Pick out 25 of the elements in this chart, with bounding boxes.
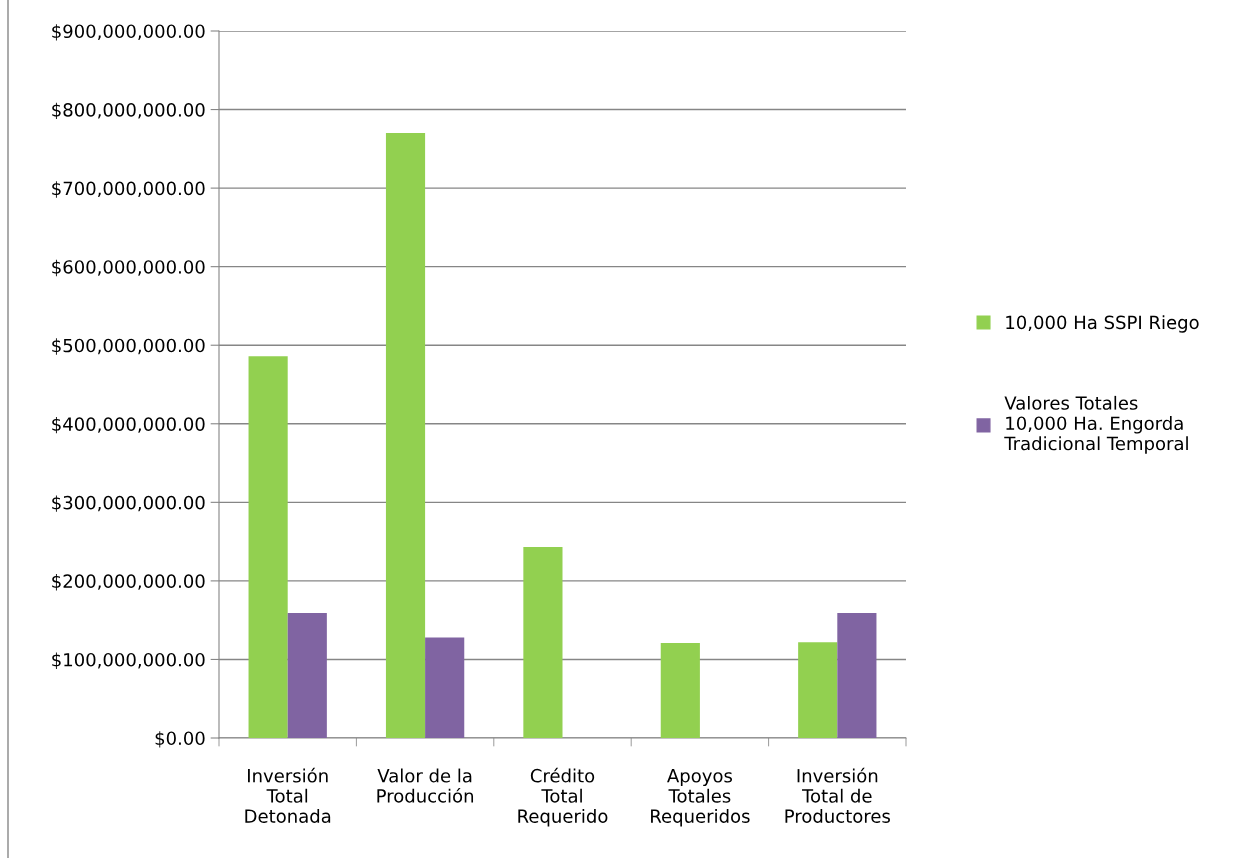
y-tick-label: $200,000,000.00 xyxy=(52,574,205,591)
bar xyxy=(248,356,288,738)
y-tick-label: $500,000,000.00 xyxy=(52,338,205,355)
bar xyxy=(837,613,877,738)
y-tick-label: $0.00 xyxy=(155,731,205,748)
x-tick-label: Inversión Total de Productores xyxy=(785,767,890,823)
bar xyxy=(425,637,465,738)
y-tick-label: $300,000,000.00 xyxy=(52,495,205,512)
x-tick-label: Apoyos Totales Requeridos xyxy=(651,769,750,827)
bar xyxy=(385,133,426,738)
y-tick-label: $600,000,000.00 xyxy=(52,259,205,277)
bar xyxy=(798,642,838,738)
legend-label: 10,000 Ha SSPI Riego xyxy=(1006,315,1199,333)
y-tick-label: $800,000,000.00 xyxy=(52,102,205,120)
legend-label: Valores Totales 10,000 Ha. Engorda Tradicional Temporal xyxy=(1004,395,1188,454)
bar xyxy=(523,547,563,738)
x-tick-label: Inversión Total Detonada xyxy=(245,767,331,823)
y-tick-label: $400,000,000.00 xyxy=(52,416,205,434)
y-tick-label: $100,000,000.00 xyxy=(52,652,205,669)
x-tick-label: Crédito Total Requerido xyxy=(518,767,608,827)
bar xyxy=(660,642,700,738)
y-tick-label: $700,000,000.00 xyxy=(52,181,205,198)
y-tick-label: $900,000,000.00 xyxy=(52,24,205,41)
bar xyxy=(287,613,327,738)
x-tick-label: Valor de la Producción xyxy=(377,768,474,803)
